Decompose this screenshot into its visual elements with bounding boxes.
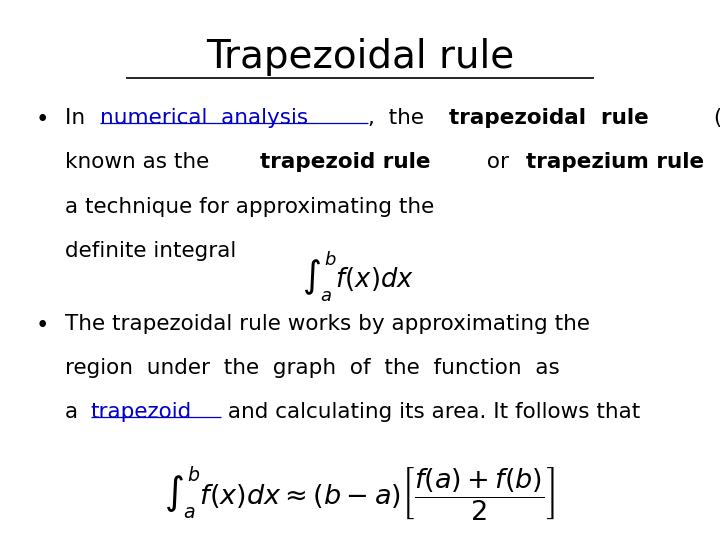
Text: Trapezoidal rule: Trapezoidal rule: [206, 38, 514, 76]
Text: trapezium rule: trapezium rule: [526, 152, 704, 172]
Text: and calculating its area. It follows that: and calculating its area. It follows tha…: [221, 402, 641, 422]
Text: In: In: [65, 108, 92, 128]
Text: numerical  analysis: numerical analysis: [99, 108, 307, 128]
Text: $\int_a^b f(x)dx$: $\int_a^b f(x)dx$: [302, 249, 415, 303]
Text: $\int_a^b f(x)dx \approx (b-a)\left[\dfrac{f(a)+f(b)}{2}\right]$: $\int_a^b f(x)dx \approx (b-a)\left[\dfr…: [164, 464, 556, 524]
Text: trapezoid rule: trapezoid rule: [260, 152, 431, 172]
Text: ,  the: , the: [368, 108, 431, 128]
Text: or: or: [480, 152, 516, 172]
Text: (also: (also: [707, 108, 720, 128]
Text: •: •: [36, 108, 50, 131]
Text: a: a: [65, 402, 85, 422]
Text: •: •: [36, 314, 50, 337]
Text: known as the: known as the: [65, 152, 216, 172]
Text: definite integral: definite integral: [65, 241, 236, 261]
Text: a technique for approximating the: a technique for approximating the: [65, 197, 434, 217]
Text: trapezoidal  rule: trapezoidal rule: [449, 108, 649, 128]
Text: The trapezoidal rule works by approximating the: The trapezoidal rule works by approximat…: [65, 314, 590, 334]
Text: region  under  the  graph  of  the  function  as: region under the graph of the function a…: [65, 358, 559, 378]
Text: trapezoid: trapezoid: [91, 402, 192, 422]
